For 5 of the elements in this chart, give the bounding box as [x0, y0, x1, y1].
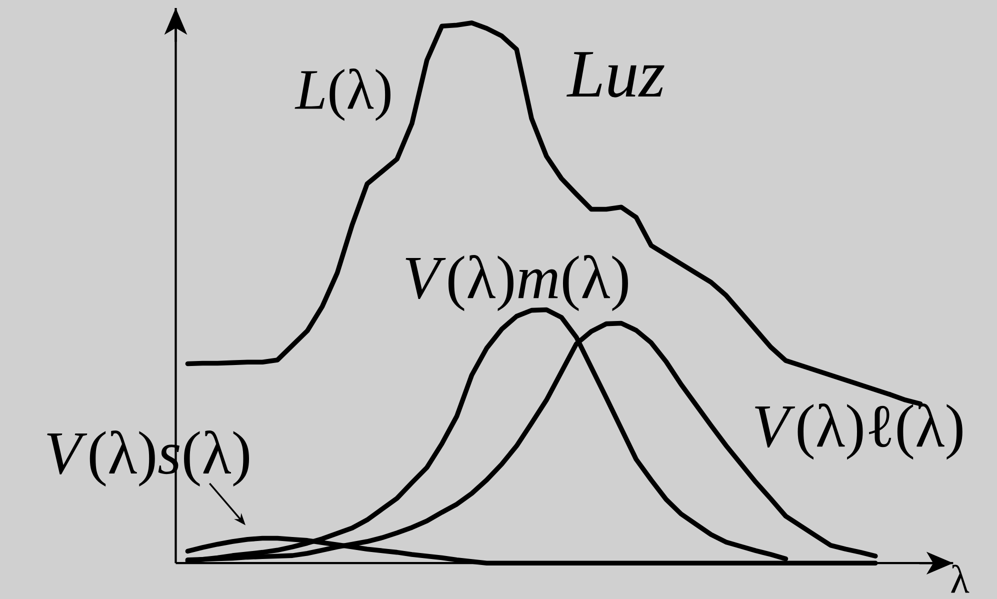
- series-label: L(λ): [294, 68, 390, 121]
- series-label: V(λ)m(λ): [406, 255, 628, 312]
- x-axis-title: λ: [951, 564, 970, 593]
- annotation: Luz: [566, 52, 664, 98]
- series-label: V(λ)ℓ(λ): [755, 404, 962, 460]
